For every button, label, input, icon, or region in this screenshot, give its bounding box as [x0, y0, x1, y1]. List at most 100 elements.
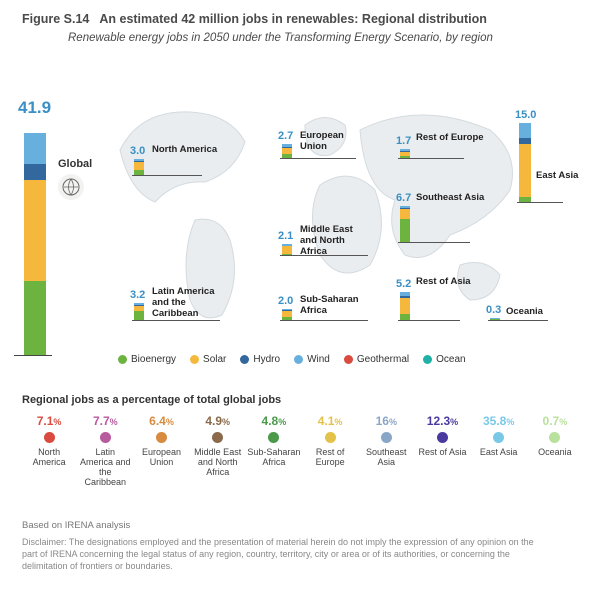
pct-value: 7.1% — [37, 414, 62, 428]
region-name: Rest of Asia — [416, 276, 486, 287]
region-value: 1.7 — [396, 135, 411, 147]
pct-row: 7.1% North America7.7%Latin America and t… — [22, 414, 582, 487]
legend-swatch — [294, 355, 303, 364]
pct-value: 16% — [376, 414, 397, 428]
pct-dot — [325, 432, 336, 443]
region-name: North America — [152, 144, 222, 155]
region-baseline — [488, 320, 548, 321]
pct-dot — [493, 432, 504, 443]
pct-name: Rest of Asia — [418, 447, 466, 457]
region-baseline — [398, 158, 464, 159]
legend-label: Solar — [203, 354, 226, 365]
globe-icon — [58, 174, 84, 200]
region-baseline — [132, 175, 202, 176]
pct-name: North America — [22, 447, 76, 467]
region-value: 15.0 — [515, 109, 536, 121]
legend-label: Geothermal — [357, 354, 409, 365]
region-value: 3.2 — [130, 289, 145, 301]
legend-label: Hydro — [253, 354, 280, 365]
pct-dot — [100, 432, 111, 443]
pct-item: 0.7% Oceania — [528, 414, 582, 487]
stacked-bar — [282, 144, 292, 158]
legend-item: Ocean — [423, 354, 465, 365]
pct-name: Oceania — [538, 447, 572, 457]
pct-dot — [381, 432, 392, 443]
bar-segment-solar — [282, 246, 292, 254]
region-baseline — [280, 158, 356, 159]
figure-title-text: An estimated 42 million jobs in renewabl… — [99, 12, 487, 26]
legend-swatch — [344, 355, 353, 364]
pct-dot — [156, 432, 167, 443]
bar-segment-wind — [24, 133, 46, 164]
pct-item: 16% Southeast Asia — [359, 414, 413, 487]
legend-item: Bioenergy — [118, 354, 176, 365]
legend-label: Wind — [307, 354, 330, 365]
legend-swatch — [190, 355, 199, 364]
bar-segment-bioenergy — [400, 219, 410, 242]
region-name: Southeast Asia — [416, 192, 486, 203]
bar-segment-hydro — [24, 164, 46, 180]
global-label: Global — [58, 158, 92, 170]
bar-segment-solar — [519, 144, 531, 197]
bar-segment-wind — [519, 123, 531, 139]
region-name: Latin America and the Caribbean — [152, 286, 222, 319]
stacked-bar — [24, 133, 46, 355]
region-baseline — [132, 320, 220, 321]
bar-segment-bioenergy — [24, 281, 46, 355]
pct-item: 4.9% Middle East and North Africa — [191, 414, 245, 487]
stacked-bar — [400, 149, 410, 158]
legend-swatch — [118, 355, 127, 364]
pct-value: 4.9% — [205, 414, 230, 428]
figure-subtitle: Renewable energy jobs in 2050 under the … — [68, 32, 493, 44]
region-baseline — [280, 320, 368, 321]
region-name: East Asia — [536, 170, 600, 181]
pct-name: Rest of Europe — [303, 447, 357, 467]
pct-value: 4.8% — [262, 414, 287, 428]
region-value: 3.0 — [130, 145, 145, 157]
pct-item: 4.1% Rest of Europe — [303, 414, 357, 487]
region-baseline — [398, 242, 470, 243]
pct-value: 4.1% — [318, 414, 343, 428]
pct-value: 35.8% — [483, 414, 514, 428]
region-value: 2.1 — [278, 230, 293, 242]
pct-name: Southeast Asia — [359, 447, 413, 467]
region-name: Sub-Saharan Africa — [300, 294, 370, 316]
global-value: 41.9 — [18, 98, 51, 118]
bar-segment-bioenergy — [134, 311, 144, 320]
region-name: Rest of Europe — [416, 132, 486, 143]
stacked-bar — [282, 309, 292, 320]
global-baseline — [14, 355, 52, 356]
pct-dot — [212, 432, 223, 443]
footnote-source: Based on IRENA analysis — [22, 520, 130, 531]
pct-item: 35.8%East Asia — [472, 414, 526, 487]
pct-item: 7.1% North America — [22, 414, 76, 487]
figure-number: Figure S.14 — [22, 12, 89, 26]
pct-value: 12.3% — [427, 414, 458, 428]
legend-item: Solar — [190, 354, 226, 365]
pct-value: 0.7% — [543, 414, 568, 428]
pct-dot — [268, 432, 279, 443]
pct-dot — [437, 432, 448, 443]
pct-dot — [44, 432, 55, 443]
pct-name: Middle East and North Africa — [191, 447, 245, 477]
figure-title: Figure S.14 An estimated 42 million jobs… — [22, 12, 487, 26]
pct-item: 7.7%Latin America and the Caribbean — [78, 414, 132, 487]
legend-label: Ocean — [436, 354, 465, 365]
stacked-bar — [519, 123, 531, 203]
region-baseline — [517, 202, 563, 203]
pct-dot — [549, 432, 560, 443]
pct-item: 4.8% Sub-Saharan Africa — [247, 414, 301, 487]
pct-value: 6.4% — [149, 414, 174, 428]
region-value: 5.2 — [396, 278, 411, 290]
energy-legend: Bioenergy Solar Hydro Wind Geothermal Ocean — [118, 354, 466, 365]
region-baseline — [398, 320, 460, 321]
legend-item: Wind — [294, 354, 330, 365]
pct-name: Sub-Saharan Africa — [247, 447, 301, 467]
pct-item: 6.4%European Union — [134, 414, 188, 487]
pct-name: Latin America and the Caribbean — [78, 447, 132, 487]
bar-segment-solar — [400, 298, 410, 314]
legend-swatch — [240, 355, 249, 364]
region-value: 2.0 — [278, 295, 293, 307]
region-value: 0.3 — [486, 304, 501, 316]
pct-section-title: Regional jobs as a percentage of total g… — [22, 394, 281, 406]
